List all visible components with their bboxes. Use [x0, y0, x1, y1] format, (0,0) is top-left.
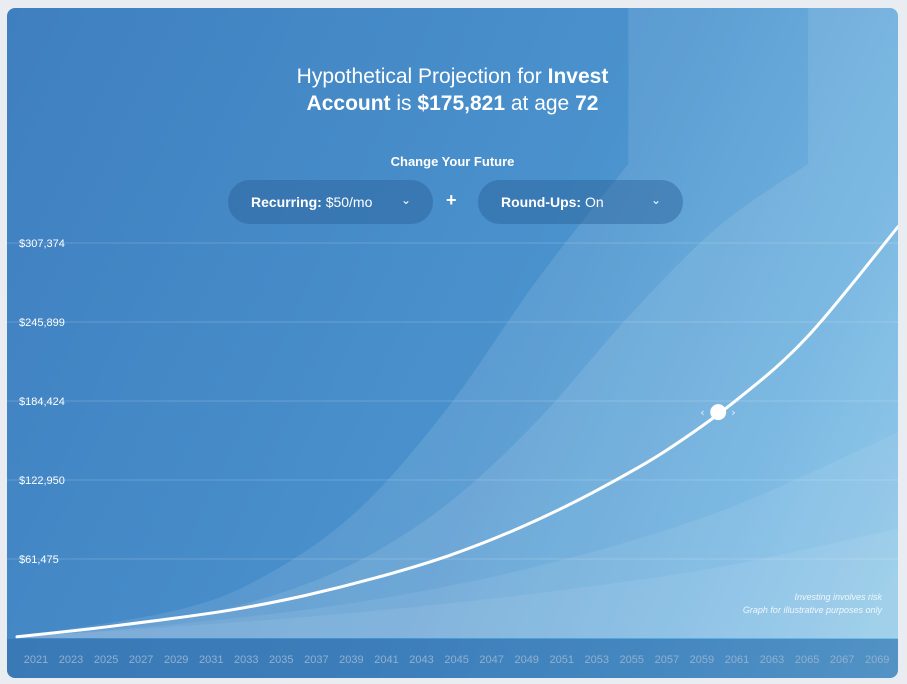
disclaimer-line-1: Investing involves risk	[794, 592, 882, 602]
plus-sign: +	[446, 190, 457, 210]
projection-card: $61,475 $122,950 $184,424 $245,899 $307,374 ‹…	[7, 8, 898, 678]
slider-handle	[710, 404, 727, 421]
band-high	[17, 8, 898, 638]
y-tick-label: $61,475	[19, 554, 59, 566]
roundups-value: On	[584, 194, 604, 210]
chevron-down-icon: ⌄	[400, 193, 411, 207]
y-tick-label: $245,899	[19, 317, 65, 329]
y-tick-label: $122,950	[19, 475, 65, 487]
roundups-dropdown[interactable]: Round-Ups: On ⌄	[478, 180, 683, 224]
band-very-high	[17, 8, 898, 638]
recurring-key: Recurring:	[251, 194, 322, 210]
headline-age: 72	[575, 92, 599, 115]
chevron-left-icon: ‹	[700, 406, 704, 419]
recurring-dropdown[interactable]: Recurring: $50/mo ⌄	[228, 180, 433, 224]
projection-headline: Hypothetical Projection for Invest Accou…	[7, 63, 898, 117]
headline-is: is	[396, 92, 412, 115]
y-tick-label: $184,424	[19, 396, 65, 408]
disclaimer: Investing involves risk Graph for illust…	[743, 591, 882, 617]
chevron-down-icon: ⌄	[650, 193, 661, 207]
recurring-value: $50/mo	[325, 194, 373, 210]
chevron-right-icon: ›	[731, 406, 735, 419]
headline-account: Invest	[547, 65, 609, 88]
headline-account-2: Account	[306, 92, 391, 115]
headline-at-age: at age	[510, 92, 570, 115]
x-axis-bar	[7, 639, 898, 678]
roundups-key: Round-Ups:	[501, 194, 582, 210]
band-mid-low	[17, 8, 898, 638]
change-your-future-label: Change Your Future	[390, 154, 515, 169]
headline-amount: $175,821	[417, 92, 505, 115]
headline-prefix: Hypothetical Projection for	[296, 65, 542, 88]
y-tick-label: $307,374	[19, 238, 65, 250]
projection-line	[15, 225, 898, 639]
band-low	[17, 8, 898, 638]
disclaimer-line-2: Graph for illustrative purposes only	[742, 605, 882, 615]
